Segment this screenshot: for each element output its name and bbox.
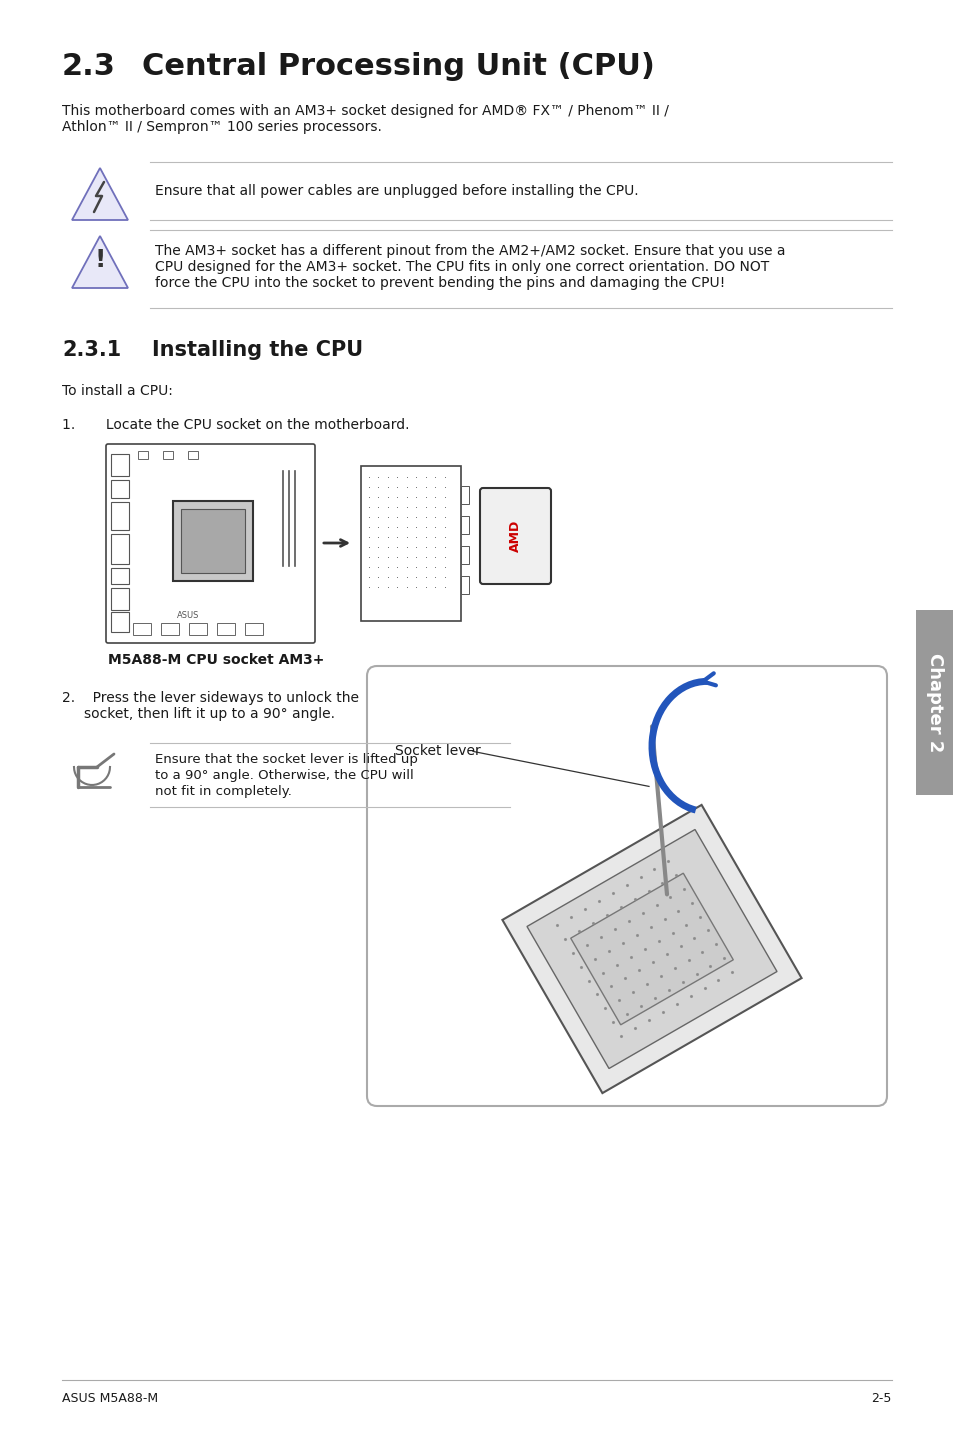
FancyBboxPatch shape xyxy=(163,452,172,459)
FancyBboxPatch shape xyxy=(111,588,129,610)
FancyBboxPatch shape xyxy=(161,623,179,636)
Text: Installing the CPU: Installing the CPU xyxy=(152,339,363,360)
FancyBboxPatch shape xyxy=(479,487,551,584)
Text: Ensure that all power cables are unplugged before installing the CPU.: Ensure that all power cables are unplugg… xyxy=(154,184,638,198)
FancyBboxPatch shape xyxy=(132,623,151,636)
FancyBboxPatch shape xyxy=(188,452,198,459)
Text: M5A88-M CPU socket AM3+: M5A88-M CPU socket AM3+ xyxy=(108,653,324,667)
FancyBboxPatch shape xyxy=(367,666,886,1106)
Text: The AM3+ socket has a different pinout from the AM2+/AM2 socket. Ensure that you: The AM3+ socket has a different pinout f… xyxy=(154,244,784,257)
FancyBboxPatch shape xyxy=(189,623,207,636)
Text: Chapter 2: Chapter 2 xyxy=(925,653,943,752)
Text: AMD: AMD xyxy=(508,521,521,552)
Text: ASUS: ASUS xyxy=(176,611,199,620)
Polygon shape xyxy=(570,873,733,1025)
FancyBboxPatch shape xyxy=(460,516,469,533)
Text: To install a CPU:: To install a CPU: xyxy=(62,384,172,398)
Text: ASUS M5A88-M: ASUS M5A88-M xyxy=(62,1392,158,1405)
FancyBboxPatch shape xyxy=(111,502,129,531)
Text: 2.3: 2.3 xyxy=(62,52,115,81)
FancyBboxPatch shape xyxy=(111,533,129,564)
Text: socket, then lift it up to a 90° angle.: socket, then lift it up to a 90° angle. xyxy=(84,707,335,720)
Text: Ensure that the socket lever is lifted up: Ensure that the socket lever is lifted u… xyxy=(154,754,417,766)
Polygon shape xyxy=(71,236,128,288)
FancyBboxPatch shape xyxy=(111,568,129,584)
FancyBboxPatch shape xyxy=(111,454,129,476)
Text: 1.       Locate the CPU socket on the motherboard.: 1. Locate the CPU socket on the motherbo… xyxy=(62,418,409,431)
Text: CPU designed for the AM3+ socket. The CPU fits in only one correct orientation. : CPU designed for the AM3+ socket. The CP… xyxy=(154,260,768,275)
FancyBboxPatch shape xyxy=(138,452,148,459)
FancyBboxPatch shape xyxy=(915,610,953,795)
FancyBboxPatch shape xyxy=(111,613,129,631)
FancyBboxPatch shape xyxy=(245,623,263,636)
Text: 2.3.1: 2.3.1 xyxy=(62,339,121,360)
Polygon shape xyxy=(71,168,128,220)
FancyBboxPatch shape xyxy=(360,466,460,621)
Text: to a 90° angle. Otherwise, the CPU will: to a 90° angle. Otherwise, the CPU will xyxy=(154,769,414,782)
Text: !: ! xyxy=(94,247,106,272)
Text: 2.    Press the lever sideways to unlock the: 2. Press the lever sideways to unlock th… xyxy=(62,692,358,705)
FancyBboxPatch shape xyxy=(111,480,129,498)
Polygon shape xyxy=(502,805,801,1093)
Text: 2-5: 2-5 xyxy=(871,1392,891,1405)
FancyBboxPatch shape xyxy=(216,623,234,636)
Text: not fit in completely.: not fit in completely. xyxy=(154,785,292,798)
Text: Socket lever: Socket lever xyxy=(395,745,480,758)
FancyBboxPatch shape xyxy=(106,444,314,643)
FancyBboxPatch shape xyxy=(460,546,469,564)
Text: This motherboard comes with an AM3+ socket designed for AMD® FX™ / Phenom™ II /
: This motherboard comes with an AM3+ sock… xyxy=(62,104,668,134)
Text: Central Processing Unit (CPU): Central Processing Unit (CPU) xyxy=(142,52,654,81)
FancyBboxPatch shape xyxy=(460,486,469,503)
FancyBboxPatch shape xyxy=(181,509,245,572)
FancyBboxPatch shape xyxy=(460,577,469,594)
Polygon shape xyxy=(526,830,776,1068)
Text: force the CPU into the socket to prevent bending the pins and damaging the CPU!: force the CPU into the socket to prevent… xyxy=(154,276,724,290)
FancyBboxPatch shape xyxy=(172,500,253,581)
